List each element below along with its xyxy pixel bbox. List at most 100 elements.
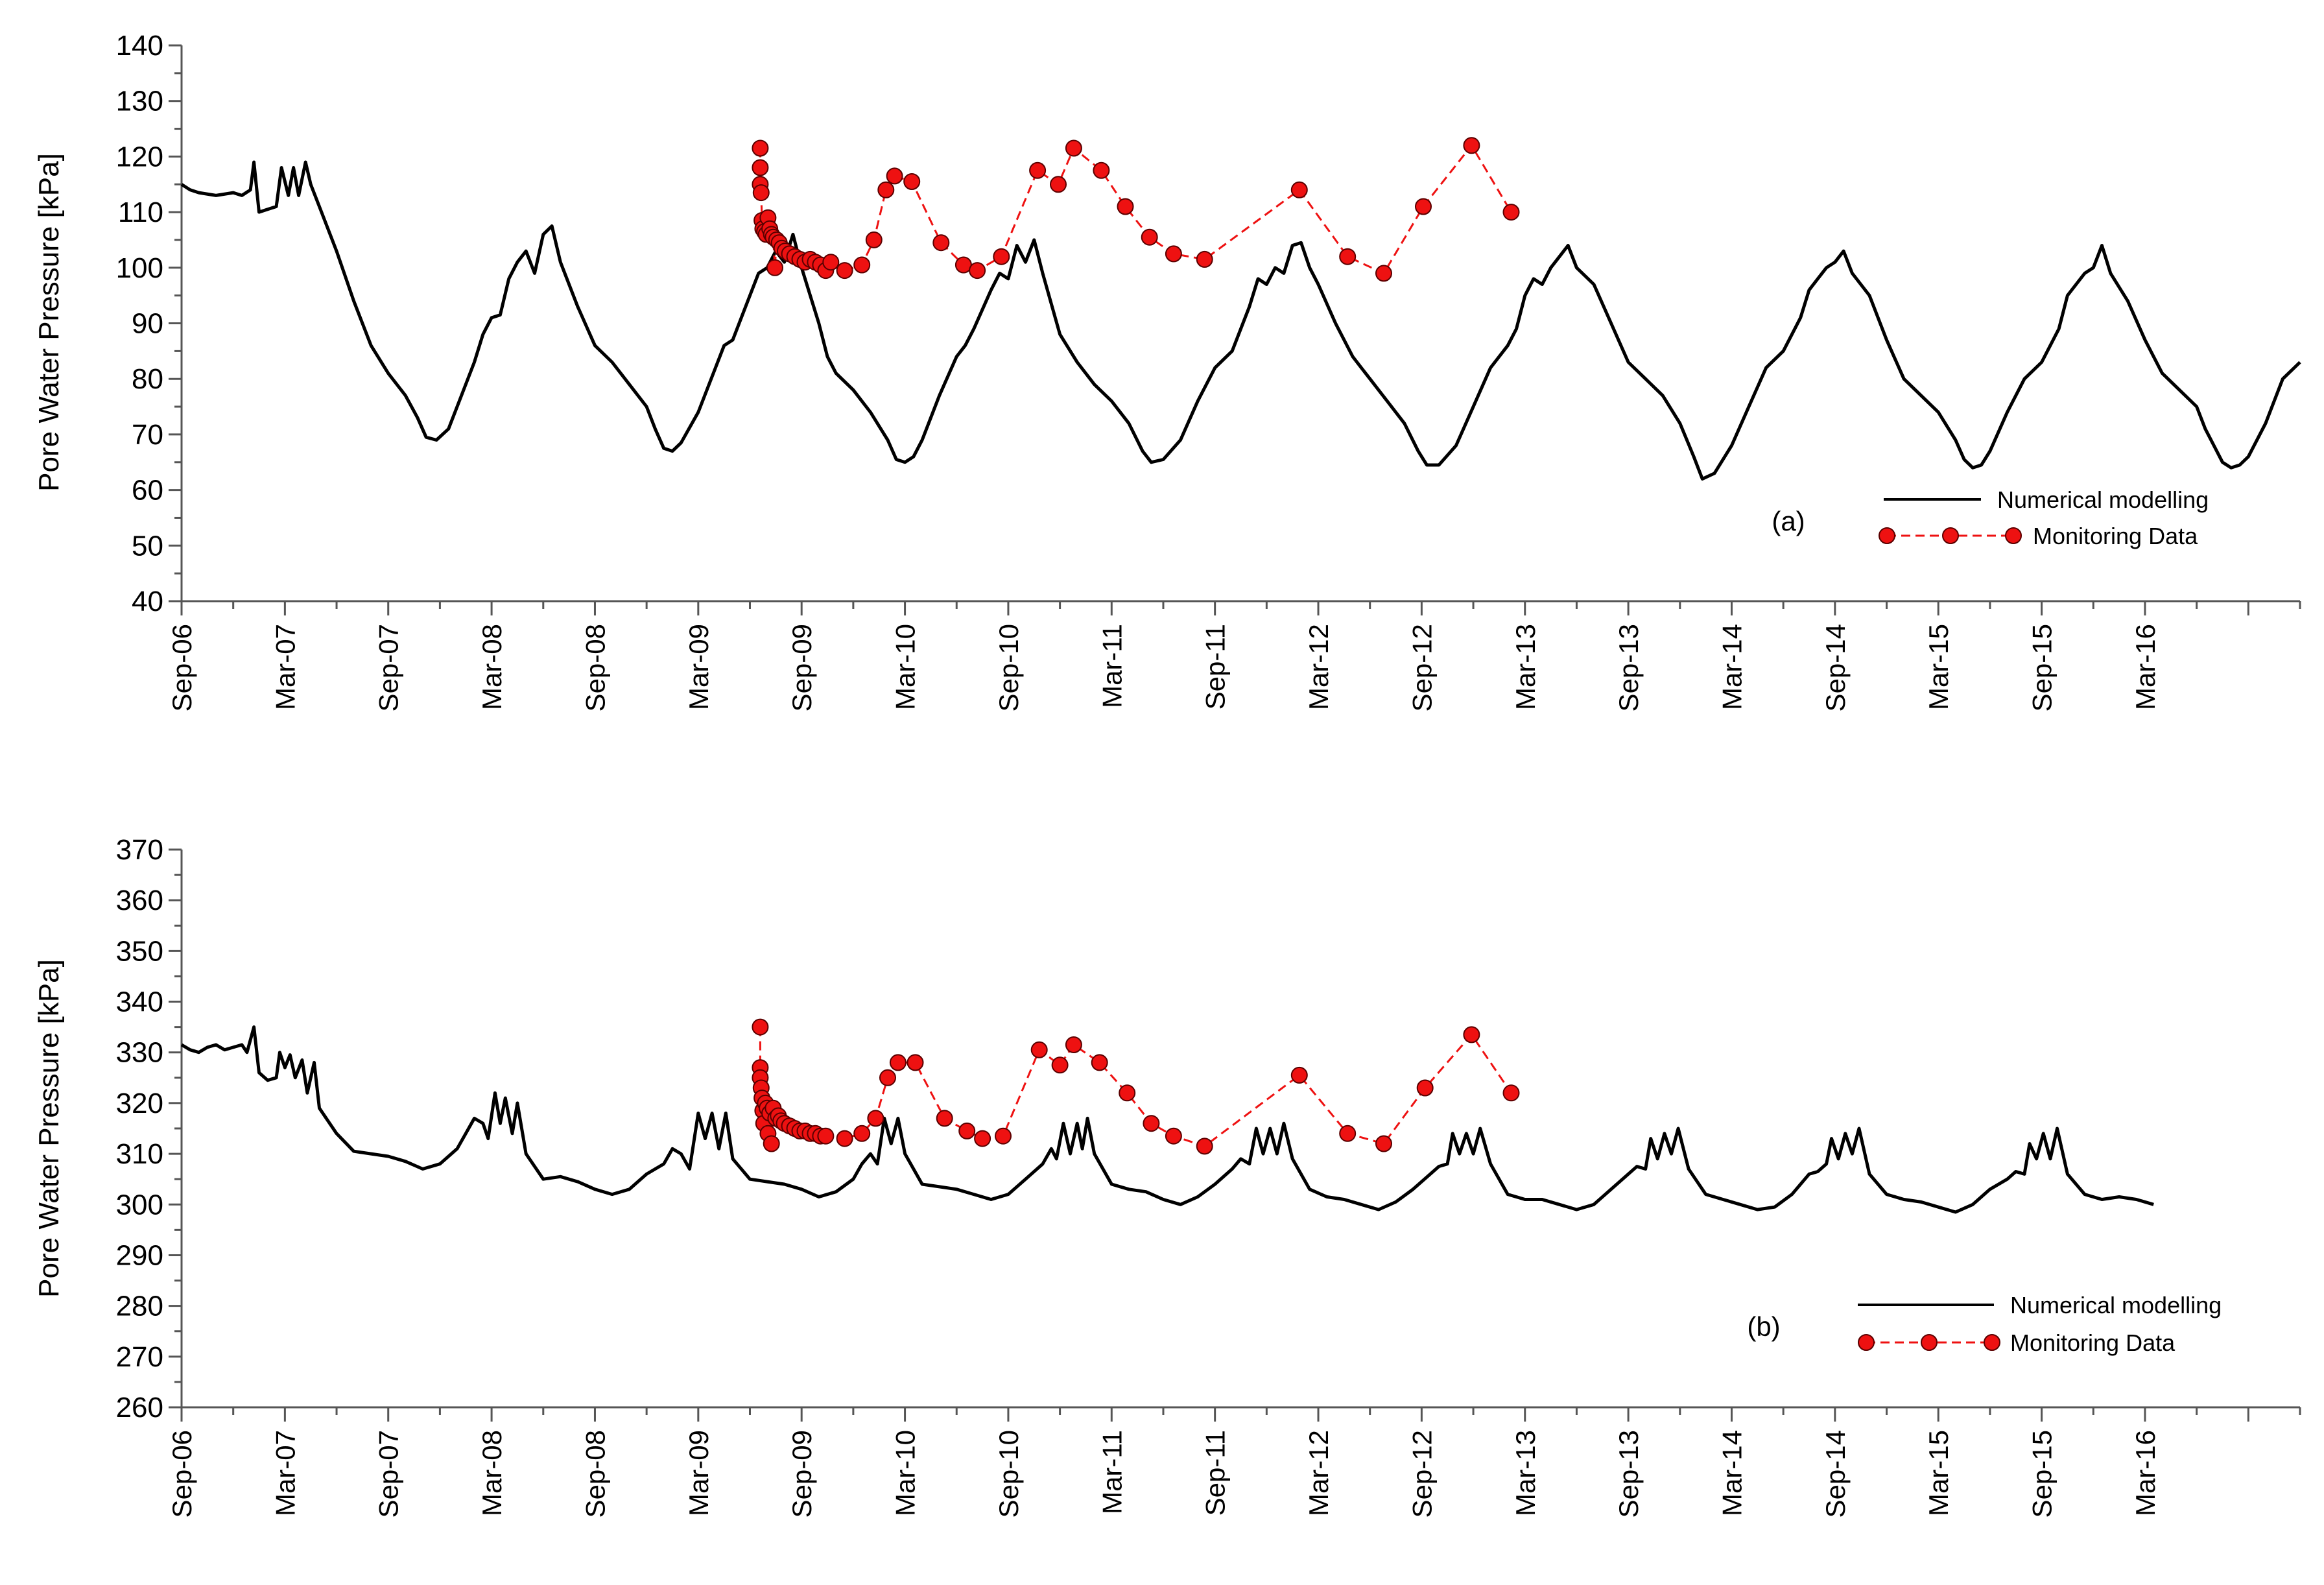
x-tick-label: Sep-14 [1820, 1430, 1851, 1518]
data-point-monitoring [1463, 137, 1480, 154]
data-point-monitoring [1065, 1036, 1082, 1053]
data-point-monitoring [865, 231, 883, 248]
data-point-monitoring [766, 259, 783, 276]
data-point-monitoring [877, 181, 895, 198]
data-point-monitoring [752, 1018, 769, 1036]
data-point-monitoring [1502, 204, 1520, 221]
y-axis-title-a: Pore Water Pressure [kPa] [33, 153, 65, 492]
x-tick-label: Mar-13 [1510, 1430, 1541, 1516]
data-point-monitoring [993, 248, 1010, 265]
data-point-monitoring [1117, 198, 1134, 215]
x-tick-label: Sep-08 [580, 624, 610, 711]
x-tick-label: Sep-12 [1406, 1430, 1437, 1518]
x-tick-label: Sep-09 [787, 1430, 817, 1518]
plot-area-b: 260 270 280 290 300 310 320 330 340 350 360 370 Sep-… [116, 834, 2301, 1518]
y-tick-label: 270 [116, 1341, 163, 1373]
y-tick-label: 310 [116, 1138, 163, 1170]
x-tick-label: Sep-13 [1613, 1430, 1644, 1518]
legend-marker-a [1879, 527, 1895, 544]
legend-a: Numerical modelling Monitoring Data [1879, 486, 2209, 549]
x-tick-label: Mar-09 [683, 1430, 714, 1516]
series-line-numerical-modelling [180, 1025, 2154, 1214]
plot-area-a: 40 50 60 70 80 90 100 110 120 130 140 Sep-06 Mar-07 S… [116, 30, 2301, 711]
y-tick-label: 110 [118, 197, 163, 228]
chart-panel-b: 260 270 280 290 300 310 320 330 340 350 360 370 Sep-… [33, 834, 2301, 1518]
data-point-monitoring [1029, 161, 1047, 179]
y-tick-label: 320 [116, 1088, 163, 1119]
series-line-numerical-modelling [180, 160, 2301, 481]
y-tick-label: 370 [116, 834, 163, 866]
x-tick-label: Sep-12 [1406, 624, 1437, 711]
data-point-monitoring [752, 184, 770, 202]
x-tick-label: Sep-13 [1613, 624, 1644, 711]
x-tick-label: Sep-06 [167, 1430, 197, 1518]
data-point-monitoring [1415, 198, 1432, 215]
data-point-monitoring [1030, 1041, 1048, 1058]
y-tick-label: 290 [116, 1239, 163, 1271]
panel-label-b: (b) [1747, 1311, 1780, 1342]
x-tick-label: Mar-11 [1097, 624, 1127, 708]
data-point-monitoring [1091, 1054, 1108, 1071]
data-point-monitoring [1196, 250, 1213, 268]
x-tick-label: Mar-07 [270, 624, 300, 710]
legend-label-numerical-a: Numerical modelling [1997, 486, 2209, 513]
x-tick-label: Mar-11 [1097, 1430, 1127, 1514]
data-point-monitoring [1050, 176, 1067, 193]
data-point-monitoring [886, 167, 903, 185]
x-tick-label: Mar-10 [890, 624, 921, 710]
data-point-monitoring [836, 1130, 853, 1147]
data-point-monitoring [974, 1130, 991, 1147]
x-tick-label: Mar-08 [477, 1430, 507, 1516]
data-point-monitoring [1065, 139, 1082, 157]
y-tick-label: 140 [116, 30, 163, 62]
data-point-monitoring [1463, 1026, 1480, 1043]
x-tick-label: Sep-10 [993, 1430, 1024, 1518]
x-tick-label: Mar-15 [1923, 624, 1954, 710]
data-point-monitoring [1339, 1125, 1357, 1142]
data-point-monitoring [932, 234, 950, 252]
y-tick-label: 40 [132, 586, 163, 617]
legend-marker-b [1858, 1334, 1875, 1351]
x-tick-label: Mar-13 [1510, 624, 1541, 710]
data-point-monitoring [867, 1110, 884, 1127]
data-point-monitoring [1196, 1138, 1213, 1155]
y-tick-label: 120 [116, 141, 163, 173]
legend-marker-b [1984, 1334, 2000, 1351]
y-tick-label: 50 [132, 530, 163, 562]
x-tick-label: Sep-11 [1200, 624, 1231, 709]
data-point-monitoring [1051, 1056, 1069, 1074]
y-axis-title-b: Pore Water Pressure [kPa] [33, 959, 65, 1298]
data-point-monitoring [1165, 245, 1182, 263]
x-tick-label: Mar-14 [1716, 624, 1747, 710]
legend-marker-a [2005, 527, 2022, 544]
legend-label-monitoring-a: Monitoring Data [2033, 523, 2198, 549]
x-tick-label: Sep-08 [580, 1430, 610, 1518]
x-tick-label: Mar-16 [2130, 624, 2161, 710]
data-point-monitoring [903, 173, 921, 190]
data-point-monitoring [752, 159, 769, 176]
data-point-monitoring [1119, 1084, 1136, 1102]
data-point-monitoring [853, 256, 871, 274]
data-point-monitoring [1143, 1115, 1160, 1132]
data-point-monitoring [1502, 1084, 1520, 1102]
data-point-monitoring [969, 262, 986, 280]
x-tick-label: Sep-06 [167, 624, 197, 711]
y-tick-label: 90 [132, 308, 163, 340]
panel-label-a: (a) [1772, 506, 1805, 536]
data-point-monitoring [1165, 1127, 1182, 1145]
x-tick-label: Mar-09 [683, 624, 714, 710]
y-tick-label: 70 [132, 419, 163, 451]
legend-marker-b [1921, 1334, 1938, 1351]
y-tick-label: 60 [132, 475, 163, 506]
y-tick-label: 340 [116, 986, 163, 1018]
x-tick-label: Sep-14 [1820, 624, 1851, 711]
legend-marker-a [1942, 527, 1959, 544]
data-point-monitoring [889, 1054, 907, 1071]
data-point-monitoring [836, 262, 853, 280]
data-point-monitoring [853, 1125, 871, 1142]
y-tick-label: 350 [116, 935, 163, 967]
y-tick-label: 260 [116, 1392, 163, 1424]
data-point-monitoring [1290, 181, 1308, 198]
x-tick-label: Mar-16 [2130, 1430, 2161, 1516]
